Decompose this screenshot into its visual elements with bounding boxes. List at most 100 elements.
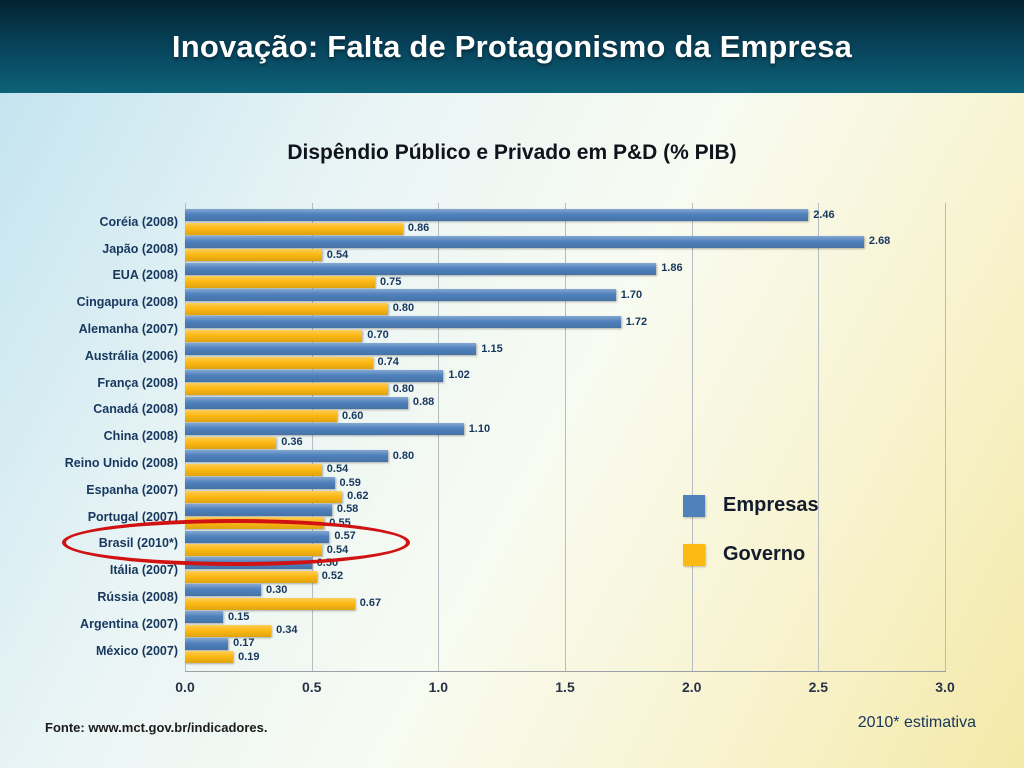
value-label: 1.15	[481, 342, 503, 355]
bar-empresas	[185, 396, 408, 409]
slide-title: Inovação: Falta de Protagonismo da Empre…	[171, 28, 853, 64]
gridline	[438, 203, 440, 671]
bar-governo	[185, 597, 355, 610]
value-label: 0.88	[412, 396, 435, 409]
legend: Empresas Governo	[683, 494, 819, 592]
x-tick-label: 2.5	[808, 679, 829, 695]
value-label: 0.80	[392, 302, 415, 315]
legend-label-governo: Governo	[723, 543, 806, 565]
legend-item-governo: Governo	[683, 543, 819, 566]
category-label: Coréia (2008)	[99, 214, 178, 229]
category-label: Espanha (2007)	[86, 482, 178, 497]
value-label: 0.86	[407, 222, 430, 234]
category-label: Reino Unido (2008)	[64, 456, 178, 470]
value-label: 0.17	[233, 637, 255, 650]
bar-governo	[185, 410, 337, 423]
category-label: EUA (2008)	[112, 268, 178, 283]
value-label: 0.67	[359, 597, 382, 610]
value-label: 1.86	[661, 262, 683, 275]
gridline	[565, 203, 566, 671]
bar-governo	[185, 302, 388, 315]
value-label: 1.10	[468, 422, 491, 435]
value-label: 0.52	[321, 570, 344, 583]
category-label: Alemanha (2007)	[78, 322, 178, 336]
bar-governo	[185, 222, 403, 235]
bar-empresas	[185, 477, 335, 489]
value-label: 0.80	[392, 449, 415, 462]
value-label: 0.15	[228, 610, 250, 623]
category-label: Austrália (2006)	[84, 348, 178, 363]
bar-governo	[185, 463, 322, 476]
bar-governo	[185, 276, 375, 289]
category-label: França (2008)	[97, 375, 178, 390]
category-label: Portugal (2007)	[87, 509, 178, 524]
bar-empresas	[185, 584, 261, 597]
x-tick-label: 0.0	[175, 679, 195, 695]
value-label: 0.70	[367, 329, 389, 342]
bar-empresas	[185, 235, 864, 248]
category-label: México (2007)	[96, 643, 178, 658]
bar-governo	[185, 249, 322, 262]
value-label: 2.68	[868, 235, 891, 248]
header-banner: Inovação: Falta de Protagonismo da Empre…	[0, 0, 1024, 93]
value-label: 1.70	[620, 288, 643, 301]
bar-governo	[185, 490, 343, 503]
bar-empresas	[185, 450, 388, 463]
value-label: 0.74	[377, 356, 399, 368]
governo-color-swatch	[683, 543, 705, 566]
category-label: Rússia (2008)	[97, 589, 178, 604]
bar-governo	[185, 436, 277, 449]
value-label: 0.54	[326, 463, 349, 476]
legend-label-empresas: Empresas	[723, 494, 819, 516]
source-note: Fonte: www.mct.gov.br/indicadores.	[45, 720, 268, 735]
bar-empresas	[185, 289, 616, 302]
bar-empresas	[185, 637, 229, 650]
value-label: 0.80	[392, 382, 415, 395]
bar-empresas	[185, 343, 477, 355]
value-label: 0.60	[342, 409, 364, 422]
bar-empresas	[185, 262, 657, 275]
gridline	[818, 203, 820, 671]
value-label: 1.72	[625, 315, 648, 328]
x-tick-label: 2.0	[681, 679, 702, 695]
estimate-note: 2010* estimativa	[857, 714, 976, 731]
gridline	[311, 203, 313, 671]
bar-empresas	[185, 611, 223, 623]
value-label: 0.58	[336, 503, 359, 516]
value-label: 1.02	[448, 369, 470, 382]
category-label: Itália (2007)	[109, 563, 178, 578]
bar-governo	[185, 383, 388, 396]
value-label: 0.54	[326, 248, 349, 261]
x-axis-line	[185, 671, 946, 672]
bar-governo	[185, 329, 363, 342]
x-tick-label: 3.0	[935, 679, 955, 695]
bar-empresas	[185, 423, 464, 436]
gridline	[945, 203, 946, 671]
empresas-color-swatch	[683, 494, 705, 517]
bar-governo	[185, 624, 272, 637]
category-label: China (2008)	[103, 429, 178, 444]
value-label: 0.59	[339, 476, 361, 489]
plot-area: 0.0 0.5 1.0 1.5 2.0 2.5 3.0 2.46 0.86 2.68 0.54 1.8…	[175, 203, 955, 695]
value-label: 0.62	[347, 490, 369, 502]
value-label: 0.36	[281, 436, 303, 449]
bar-governo	[185, 651, 234, 664]
bar-governo	[185, 356, 373, 369]
x-tick-label: 0.5	[301, 679, 322, 695]
chart-title: Dispêndio Público e Privado em P&D (% PI…	[287, 141, 737, 164]
bar-governo	[185, 570, 317, 583]
value-label: 0.75	[380, 275, 402, 288]
category-label: Argentina (2007)	[80, 616, 178, 631]
bar-chart: 0.0 0.5 1.0 1.5 2.0 2.5 3.0 2.46 0.86 2.68 0.54 1.8…	[40, 203, 970, 703]
legend-item-empresas: Empresas	[683, 494, 819, 517]
brasil-highlight-ellipse	[62, 519, 410, 566]
x-tick-label: 1.5	[555, 679, 575, 695]
value-label: 0.34	[276, 624, 298, 636]
bar-empresas	[185, 369, 444, 382]
bar-empresas	[185, 316, 621, 329]
gridline	[691, 203, 693, 671]
value-label: 0.19	[238, 650, 260, 663]
bar-empresas	[185, 503, 332, 516]
category-label: Canadá (2008)	[93, 402, 178, 417]
bar-empresas	[185, 209, 809, 221]
